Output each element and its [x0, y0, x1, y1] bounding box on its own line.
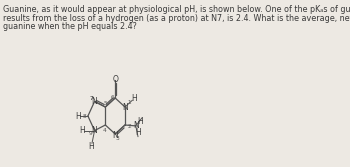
Text: N: N	[133, 121, 139, 130]
Text: H: H	[89, 142, 94, 151]
Text: N: N	[123, 103, 128, 112]
Text: H: H	[75, 112, 81, 121]
Text: 7: 7	[89, 96, 93, 101]
Text: guanine when the pH equals 2.4?: guanine when the pH equals 2.4?	[2, 22, 136, 31]
Text: 3: 3	[115, 136, 119, 141]
Text: 6: 6	[111, 95, 114, 100]
Text: 2: 2	[127, 125, 131, 129]
Text: results from the loss of a hydrogen (as a proton) at N7, is 2.4. What is the ave: results from the loss of a hydrogen (as …	[2, 14, 350, 23]
Text: H: H	[137, 117, 143, 126]
Text: 7: 7	[90, 96, 93, 101]
Text: 5: 5	[104, 101, 107, 106]
Text: 1: 1	[127, 100, 131, 105]
Text: N: N	[112, 130, 118, 139]
Text: H: H	[135, 128, 140, 137]
Text: H: H	[79, 126, 85, 135]
Text: N: N	[91, 126, 97, 135]
Text: 9: 9	[89, 131, 93, 136]
Text: 8: 8	[83, 114, 87, 119]
Text: H: H	[131, 94, 137, 103]
Text: O: O	[112, 75, 118, 84]
Text: 4: 4	[102, 127, 106, 132]
Text: Guanine, as it would appear at physiological pH, is shown below. One of the pKₐs: Guanine, as it would appear at physiolog…	[2, 5, 350, 14]
Text: N: N	[91, 97, 97, 106]
